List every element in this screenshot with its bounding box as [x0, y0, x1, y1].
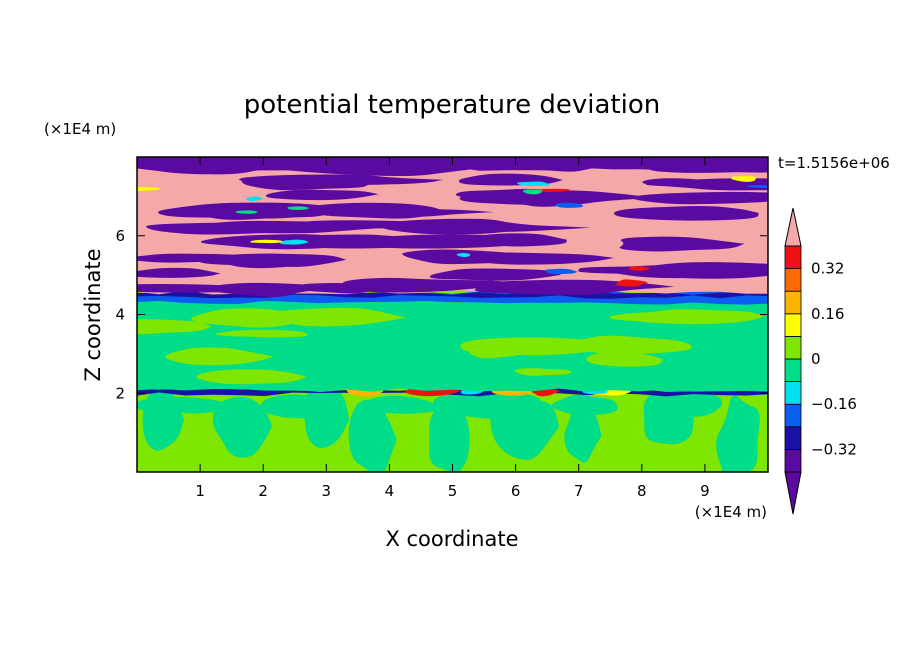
colorbar-label: −0.32 — [811, 440, 857, 458]
contour-field — [137, 157, 768, 472]
field-patch — [137, 187, 162, 191]
field-patch — [348, 399, 397, 472]
field-patch — [586, 351, 663, 367]
x-tick-label: 5 — [448, 482, 458, 500]
field-patch — [517, 193, 608, 207]
field-patch — [137, 253, 282, 263]
colorbar-swatch — [784, 313, 802, 337]
field-patch — [615, 279, 649, 287]
field-patch — [555, 202, 584, 208]
field-patch — [642, 178, 722, 186]
field-patch — [522, 189, 543, 195]
field-patch — [631, 191, 768, 205]
colorbar-swatch — [784, 381, 802, 405]
x-axis: 1 2 3 4 5 6 7 8 9 — [195, 157, 710, 500]
y-axis-unit: (×1E4 m) — [44, 120, 116, 138]
field-patch — [254, 307, 406, 327]
field-patch — [545, 268, 578, 275]
field-patch — [429, 403, 470, 472]
field-patch — [540, 188, 570, 193]
field-patch — [460, 252, 615, 265]
field-patch — [196, 369, 307, 385]
field-patch — [564, 403, 602, 463]
colorbar-over-arrow — [784, 207, 802, 247]
field-patch — [235, 210, 258, 214]
colorbar-label: 0.16 — [811, 305, 844, 323]
field-patch — [260, 394, 338, 419]
field-patch — [747, 185, 768, 188]
colorbar-under-arrow — [784, 471, 802, 515]
colorbar-label: −0.16 — [811, 395, 857, 413]
time-label: t=1.5156e+06 — [778, 154, 890, 172]
x-tick-label: 8 — [637, 482, 647, 500]
colorbar-swatch — [784, 403, 802, 428]
field-patch — [245, 196, 264, 202]
x-tick-label: 9 — [700, 482, 710, 500]
colorbar-swatch — [784, 358, 802, 383]
field-patch — [516, 181, 550, 187]
x-tick-label: 2 — [258, 482, 268, 500]
colorbar: 0.32 0.16 0 −0.16 −0.32 — [784, 207, 857, 515]
y-tick-label: 6 — [115, 227, 125, 245]
field-patch — [431, 390, 543, 420]
colorbar-label: 0.32 — [811, 260, 844, 278]
colorbar-swatch — [784, 426, 802, 450]
y-tick-label: 4 — [115, 306, 125, 324]
x-tick-label: 3 — [322, 482, 332, 500]
field-patch — [429, 268, 561, 281]
field-patch — [342, 277, 511, 293]
field-patch — [731, 176, 757, 182]
field-patch — [247, 234, 437, 249]
field-patch — [250, 239, 283, 244]
y-axis-label: Z coordinate — [81, 248, 105, 381]
field-patch — [456, 252, 471, 258]
field-patch — [204, 282, 319, 297]
x-axis-label: X coordinate — [385, 527, 518, 551]
colorbar-label: 0 — [811, 350, 821, 368]
field-patch — [287, 206, 310, 211]
field-patch — [469, 340, 523, 359]
field-patch — [165, 347, 274, 366]
field-patch — [628, 266, 651, 271]
x-axis-unit: (×1E4 m) — [695, 503, 767, 521]
field-patch — [265, 189, 379, 201]
field-patch — [653, 391, 723, 417]
field-patch — [609, 311, 746, 322]
field-patch — [716, 395, 760, 472]
field-patch — [551, 395, 618, 416]
field-patch — [296, 283, 375, 294]
x-tick-label: 6 — [511, 482, 521, 500]
colorbar-swatch — [784, 268, 802, 292]
field-patch — [137, 267, 221, 278]
field-patch — [137, 318, 212, 335]
field-patch — [356, 395, 438, 414]
field-patch — [609, 263, 764, 279]
colorbar-swatch — [784, 245, 802, 270]
x-tick-label: 4 — [385, 482, 395, 500]
chart-title: potential temperature deviation — [244, 90, 660, 120]
field-patch — [302, 208, 494, 217]
field-patch — [215, 329, 309, 338]
y-tick-label: 2 — [115, 384, 125, 402]
field-patch — [137, 396, 230, 414]
field-patch — [239, 174, 444, 185]
colorbar-swatch — [784, 290, 802, 315]
field-patch — [212, 396, 273, 458]
field-patch — [619, 236, 745, 252]
x-tick-label: 1 — [195, 482, 205, 500]
colorbar-swatch — [784, 448, 802, 473]
field-patch — [280, 239, 309, 245]
field-patch — [514, 368, 573, 376]
y-axis: 2 4 6 — [115, 227, 768, 402]
field-patch — [553, 335, 692, 354]
field-patch — [375, 223, 591, 233]
x-tick-label: 7 — [574, 482, 584, 500]
colorbar-swatch — [784, 335, 802, 360]
field-patch — [613, 206, 759, 221]
